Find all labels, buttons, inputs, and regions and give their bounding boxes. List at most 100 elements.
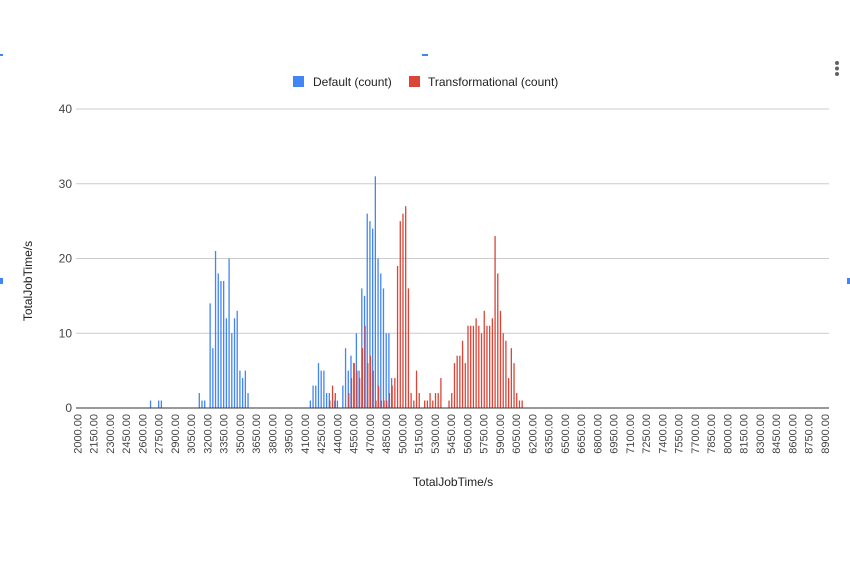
bar-transformational	[367, 363, 369, 408]
bar-transformational	[491, 318, 494, 408]
bar-default	[312, 385, 314, 408]
bar-transformational	[483, 310, 485, 408]
bar-default	[198, 393, 200, 408]
x-tick-label: 3500.00	[235, 414, 247, 454]
bar-transformational	[516, 393, 518, 408]
x-tick-label: 3800.00	[267, 414, 279, 454]
bar-default	[320, 370, 322, 409]
bar-transformational	[497, 273, 499, 408]
bar-default	[347, 370, 349, 409]
bar-transformational	[353, 363, 355, 408]
bar-transformational	[331, 385, 334, 408]
bar-transformational	[380, 400, 382, 408]
y-tick-labels: 0 10 20 30 40	[59, 102, 73, 415]
bar-default	[244, 370, 246, 409]
x-tick-label: 7100.00	[625, 414, 637, 454]
bar-transformational	[467, 325, 469, 408]
x-tick-label: 2450.00	[121, 414, 133, 454]
resize-handle[interactable]	[847, 278, 850, 284]
bar-transformational	[402, 213, 404, 408]
x-tick-label: 7400.00	[657, 414, 669, 454]
bar-transformational	[451, 393, 453, 408]
bar-transformational	[364, 325, 366, 408]
bar-transformational	[461, 340, 464, 408]
x-tick-label: 5150.00	[414, 414, 426, 454]
bar-transformational	[475, 318, 477, 408]
bar-default	[385, 333, 387, 408]
bar-default	[382, 288, 385, 408]
bar-transformational	[394, 378, 396, 408]
bar-default	[209, 303, 211, 408]
bar-transformational	[418, 393, 420, 408]
bar-transformational	[415, 370, 418, 409]
bar-transformational	[413, 400, 415, 408]
bar-default	[374, 176, 376, 408]
bar-default	[239, 370, 241, 409]
bar-default	[355, 333, 358, 408]
bar-transformational	[429, 393, 431, 408]
bar-transformational	[334, 393, 336, 408]
bar-transformational	[407, 288, 410, 408]
x-tick-label: 6350.00	[544, 414, 556, 454]
bar-transformational	[386, 400, 388, 408]
bar-transformational	[478, 325, 480, 408]
x-tick-label: 8300.00	[755, 414, 767, 454]
x-tick-label: 8750.00	[804, 414, 816, 454]
x-tick-label: 4100.00	[300, 414, 312, 454]
bar-default	[336, 400, 339, 408]
bar-transformational	[432, 400, 434, 408]
bar-transformational	[440, 378, 442, 408]
x-tick-label: 3950.00	[284, 414, 296, 454]
x-tick-label: 4400.00	[332, 414, 344, 454]
bar-transformational	[383, 400, 385, 408]
bar-transformational	[388, 393, 391, 408]
bar-transformational	[499, 310, 502, 408]
legend-swatch-default	[293, 76, 304, 87]
bar-transformational	[391, 385, 393, 408]
bar-transformational	[470, 325, 472, 408]
bar-transformational	[424, 400, 426, 408]
bar-default	[236, 310, 238, 408]
x-tick-label: 2150.00	[89, 414, 101, 454]
more-vert-icon[interactable]	[835, 61, 839, 76]
x-tick-label: 3350.00	[219, 414, 231, 454]
bar-default	[212, 348, 214, 408]
x-tick-label: 4250.00	[316, 414, 328, 454]
x-tick-label: 7550.00	[674, 414, 686, 454]
bar-transformational	[448, 400, 450, 408]
bar-transformational	[369, 355, 372, 408]
bar-transformational	[505, 340, 507, 408]
gridlines	[76, 108, 829, 334]
x-tick-label: 2000.00	[72, 414, 84, 454]
x-tick-label: 2300.00	[105, 414, 117, 454]
bar-transformational	[405, 206, 407, 408]
bar-transformational	[502, 333, 504, 408]
bar-transformational	[396, 265, 399, 408]
bar-default	[204, 400, 206, 408]
x-tick-label: 6200.00	[527, 414, 539, 454]
bar-default	[225, 318, 228, 408]
x-tick-label: 2600.00	[137, 414, 149, 454]
bar-default	[344, 348, 347, 408]
x-axis-title: TotalJobTime/s	[413, 475, 493, 489]
x-tick-label: 5900.00	[495, 414, 507, 454]
y-tick-label: 10	[59, 326, 73, 340]
bar-default	[223, 280, 225, 408]
x-tick-label: 5000.00	[397, 414, 409, 454]
bar-default	[231, 333, 233, 408]
legend-label-default: Default (count)	[313, 75, 392, 89]
bar-default	[309, 400, 311, 408]
x-tick-label: 7850.00	[706, 414, 718, 454]
resize-handle[interactable]	[0, 278, 3, 284]
bar-transformational	[372, 370, 374, 409]
x-tick-label: 8450.00	[771, 414, 783, 454]
edge-mark	[422, 54, 428, 56]
x-tick-label: 6650.00	[576, 414, 588, 454]
bar-transformational	[437, 393, 439, 408]
bar-transformational	[377, 385, 380, 408]
x-tick-label: 6950.00	[609, 414, 621, 454]
x-tick-label: 3650.00	[251, 414, 263, 454]
bar-transformational	[518, 400, 521, 408]
bar-default	[342, 385, 344, 408]
